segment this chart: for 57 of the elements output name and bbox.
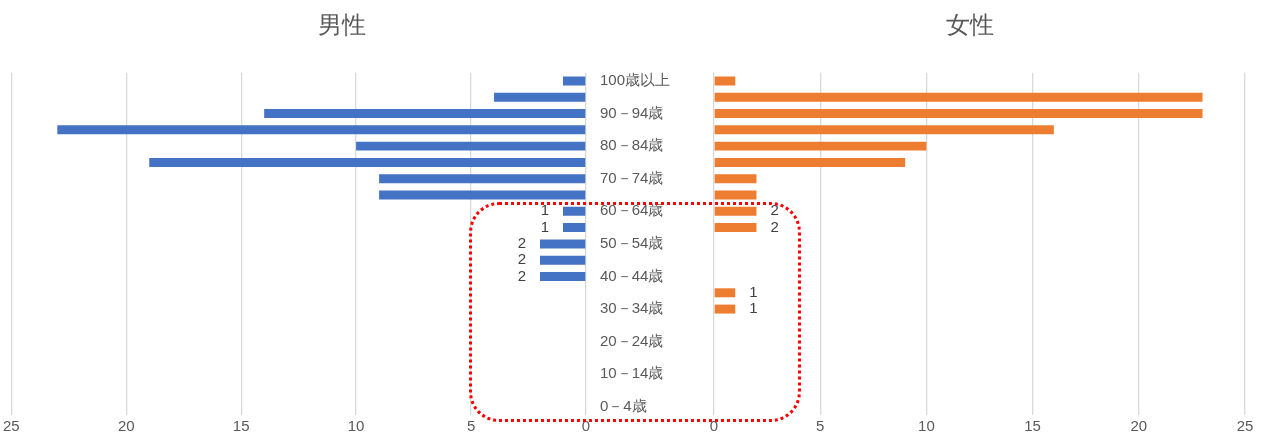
- x-tick-label: 10: [918, 417, 935, 435]
- y-tick-label: 0－4歳: [599, 396, 647, 414]
- x-tick-label: 15: [232, 417, 250, 435]
- bar: [562, 223, 586, 233]
- data-label: 1: [540, 217, 549, 235]
- bar: [714, 125, 1054, 135]
- data-label: 2: [517, 250, 526, 268]
- y-tick-label: 100歳以上: [599, 71, 670, 89]
- bar: [57, 125, 586, 135]
- bar: [714, 92, 1203, 102]
- bar: [714, 174, 757, 184]
- bar: [356, 141, 586, 151]
- data-label: 1: [540, 201, 549, 219]
- x-tick-label: 0: [581, 417, 591, 435]
- x-tick-label: 5: [466, 417, 476, 435]
- data-label: 1: [749, 282, 758, 300]
- bar: [562, 206, 586, 216]
- chart-title: 男性: [318, 11, 366, 39]
- x-tick-label: 20: [117, 417, 135, 435]
- x-tick-label: 25: [1236, 417, 1254, 435]
- bar: [540, 272, 586, 281]
- data-label: 2: [517, 234, 526, 252]
- data-label: 1: [749, 299, 758, 317]
- bar: [149, 157, 586, 167]
- bar: [714, 223, 757, 233]
- bar: [562, 76, 586, 86]
- data-label: 2: [770, 217, 779, 235]
- y-tick-label: 30－34歳: [599, 299, 664, 317]
- data-label: 2: [517, 266, 526, 284]
- data-label: 2: [770, 201, 779, 219]
- bar: [714, 304, 736, 314]
- x-tick-label: 10: [347, 417, 365, 435]
- bar: [540, 239, 586, 249]
- bar: [714, 206, 757, 216]
- x-tick-label: 20: [1130, 417, 1148, 435]
- x-tick-label: 0: [709, 417, 719, 435]
- bar: [714, 157, 906, 167]
- x-tick-label: 5: [816, 417, 825, 435]
- y-tick-label: 50－54歳: [599, 234, 664, 252]
- y-tick-label: 90－94歳: [599, 103, 664, 121]
- bar: [264, 109, 586, 119]
- y-tick-label: 80－84歳: [599, 136, 664, 154]
- x-tick-label: 25: [3, 417, 20, 435]
- y-tick-label: 60－64歳: [599, 201, 664, 219]
- bar: [714, 141, 927, 151]
- y-tick-label: 40－44歳: [599, 266, 664, 284]
- x-tick-label: 15: [1024, 417, 1041, 435]
- bar: [494, 92, 586, 102]
- bar: [379, 174, 586, 184]
- bar: [714, 109, 1203, 119]
- y-tick-label: 10－14歳: [599, 364, 664, 382]
- bar: [714, 76, 736, 86]
- y-tick-label: 20－24歳: [599, 331, 664, 349]
- chart-title: 女性: [945, 11, 994, 39]
- bar: [714, 288, 736, 298]
- y-tick-label: 70－74歳: [599, 168, 664, 186]
- bar: [540, 255, 586, 265]
